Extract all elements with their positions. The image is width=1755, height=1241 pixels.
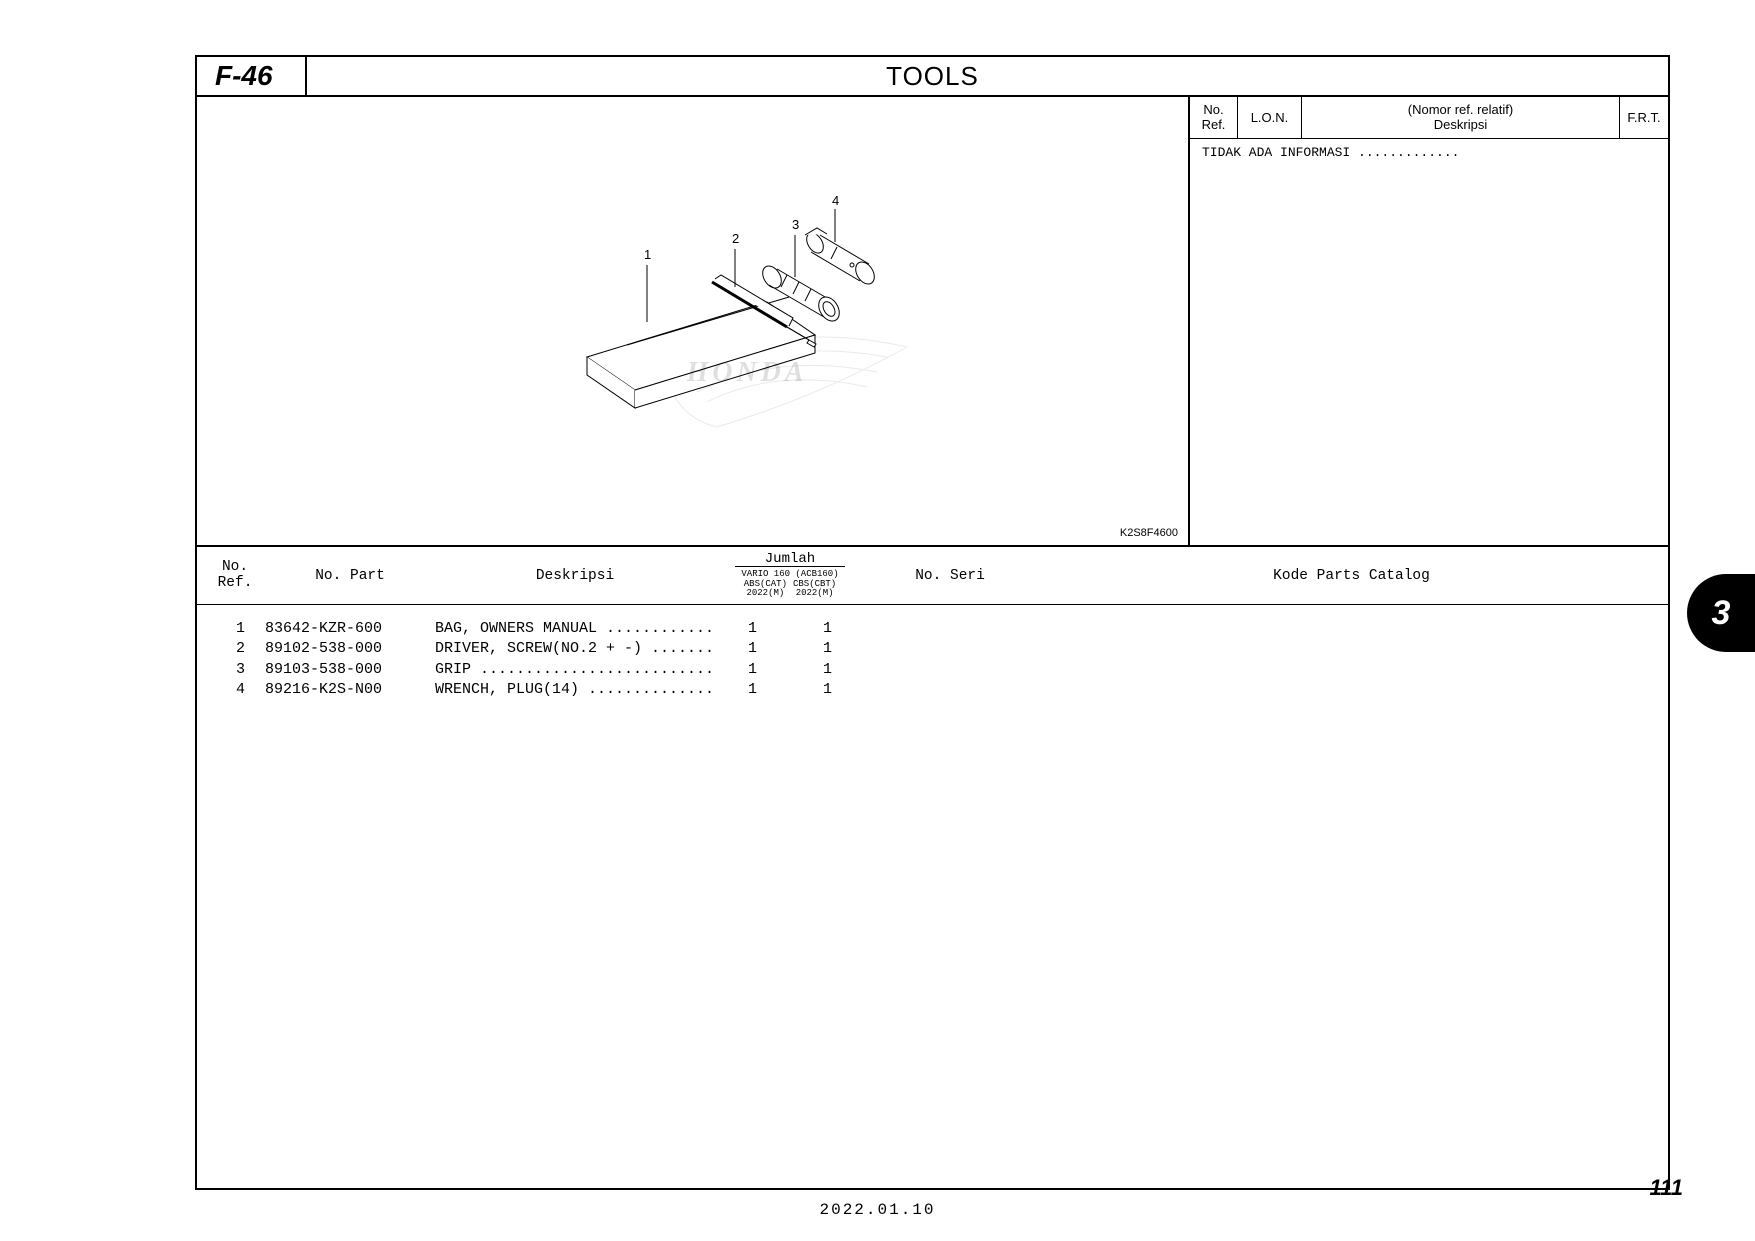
side-panel: No. Ref. L.O.N. (Nomor ref. relatif) Des… xyxy=(1188,97,1668,545)
side-head-desc-bot: Deskripsi xyxy=(1434,118,1487,132)
section-title: TOOLS xyxy=(886,61,979,92)
cell-ref: 2 xyxy=(197,639,265,659)
th-qty1a: ABS(CAT) xyxy=(744,579,787,589)
th-ref-bot: Ref. xyxy=(218,575,253,591)
tools-diagram: 1 2 xyxy=(517,187,1057,507)
title-bar: F-46 TOOLS xyxy=(197,57,1668,97)
th-kpc: Kode Parts Catalog xyxy=(1035,568,1668,584)
diagram-area: 1 2 xyxy=(197,97,1188,545)
cell-part: 89103-538-000 xyxy=(265,660,435,680)
th-qty: Jumlah VARIO 160 (ACB160) ABS(CAT) 2022(… xyxy=(715,552,865,600)
side-head-desc-top: (Nomor ref. relatif) xyxy=(1408,103,1513,117)
cell-part: 89216-K2S-N00 xyxy=(265,680,435,700)
cell-qty2: 1 xyxy=(790,619,865,639)
callout-3: 3 xyxy=(792,217,799,232)
cell-ref: 4 xyxy=(197,680,265,700)
th-part: No. Part xyxy=(265,568,435,584)
parts-table: No. Ref. No. Part Deskripsi Jumlah VARIO… xyxy=(197,547,1668,1188)
cell-ref: 3 xyxy=(197,660,265,680)
table-body: 183642-KZR-600BAG, OWNERS MANUAL .......… xyxy=(197,605,1668,700)
th-qty2a: CBS(CBT) xyxy=(793,579,836,589)
cell-seri xyxy=(865,619,1035,639)
cell-seri xyxy=(865,680,1035,700)
upper-area: 1 2 xyxy=(197,97,1668,547)
table-row: 183642-KZR-600BAG, OWNERS MANUAL .......… xyxy=(197,619,1668,639)
th-ref-top: No. xyxy=(222,559,248,575)
cell-qty1: 1 xyxy=(715,660,790,680)
diagram-code: K2S8F4600 xyxy=(1120,527,1178,539)
cell-kpc xyxy=(1035,639,1668,659)
table-row: 489216-K2S-N00WRENCH, PLUG(14) .........… xyxy=(197,680,1668,700)
th-seri: No. Seri xyxy=(865,568,1035,584)
side-head-lon: L.O.N. xyxy=(1238,97,1302,138)
side-head-frt: F.R.T. xyxy=(1620,97,1668,138)
table-header: No. Ref. No. Part Deskripsi Jumlah VARIO… xyxy=(197,547,1668,605)
side-head-ref-bot: Ref. xyxy=(1202,117,1226,132)
cell-desc: GRIP .......................... xyxy=(435,660,715,680)
th-qty-top: Jumlah xyxy=(735,552,845,567)
cell-qty2: 1 xyxy=(790,639,865,659)
page-frame: F-46 TOOLS xyxy=(195,55,1670,1190)
cell-seri xyxy=(865,639,1035,659)
th-desc: Deskripsi xyxy=(435,568,715,584)
cell-desc: BAG, OWNERS MANUAL ............ xyxy=(435,619,715,639)
th-qty1b: 2022(M) xyxy=(746,588,784,598)
side-head-ref-top: No. xyxy=(1203,102,1223,117)
cell-kpc xyxy=(1035,680,1668,700)
cell-kpc xyxy=(1035,660,1668,680)
side-no-info: TIDAK ADA INFORMASI ............. xyxy=(1190,139,1668,166)
cell-qty1: 1 xyxy=(715,680,790,700)
callout-2: 2 xyxy=(732,231,739,246)
th-qty2b: 2022(M) xyxy=(796,588,834,598)
th-qty-model: VARIO 160 (ACB160) xyxy=(741,569,838,579)
section-code: F-46 xyxy=(197,57,307,95)
table-row: 389103-538-000GRIP .....................… xyxy=(197,660,1668,680)
cell-part: 89102-538-000 xyxy=(265,639,435,659)
cell-qty2: 1 xyxy=(790,680,865,700)
cell-ref: 1 xyxy=(197,619,265,639)
cell-qty1: 1 xyxy=(715,639,790,659)
chapter-tab: 3 xyxy=(1687,574,1755,652)
footer-date: 2022.01.10 xyxy=(819,1201,935,1219)
cell-qty2: 1 xyxy=(790,660,865,680)
cell-part: 83642-KZR-600 xyxy=(265,619,435,639)
side-panel-header: No. Ref. L.O.N. (Nomor ref. relatif) Des… xyxy=(1190,97,1668,139)
cell-seri xyxy=(865,660,1035,680)
cell-desc: DRIVER, SCREW(NO.2 + -) ....... xyxy=(435,639,715,659)
table-row: 289102-538-000DRIVER, SCREW(NO.2 + -) ..… xyxy=(197,639,1668,659)
cell-desc: WRENCH, PLUG(14) .............. xyxy=(435,680,715,700)
callout-4: 4 xyxy=(832,193,839,208)
callout-1: 1 xyxy=(644,247,651,262)
cell-qty1: 1 xyxy=(715,619,790,639)
page-number: 111 xyxy=(1650,1175,1683,1201)
cell-kpc xyxy=(1035,619,1668,639)
honda-watermark: HONDA xyxy=(597,357,897,389)
